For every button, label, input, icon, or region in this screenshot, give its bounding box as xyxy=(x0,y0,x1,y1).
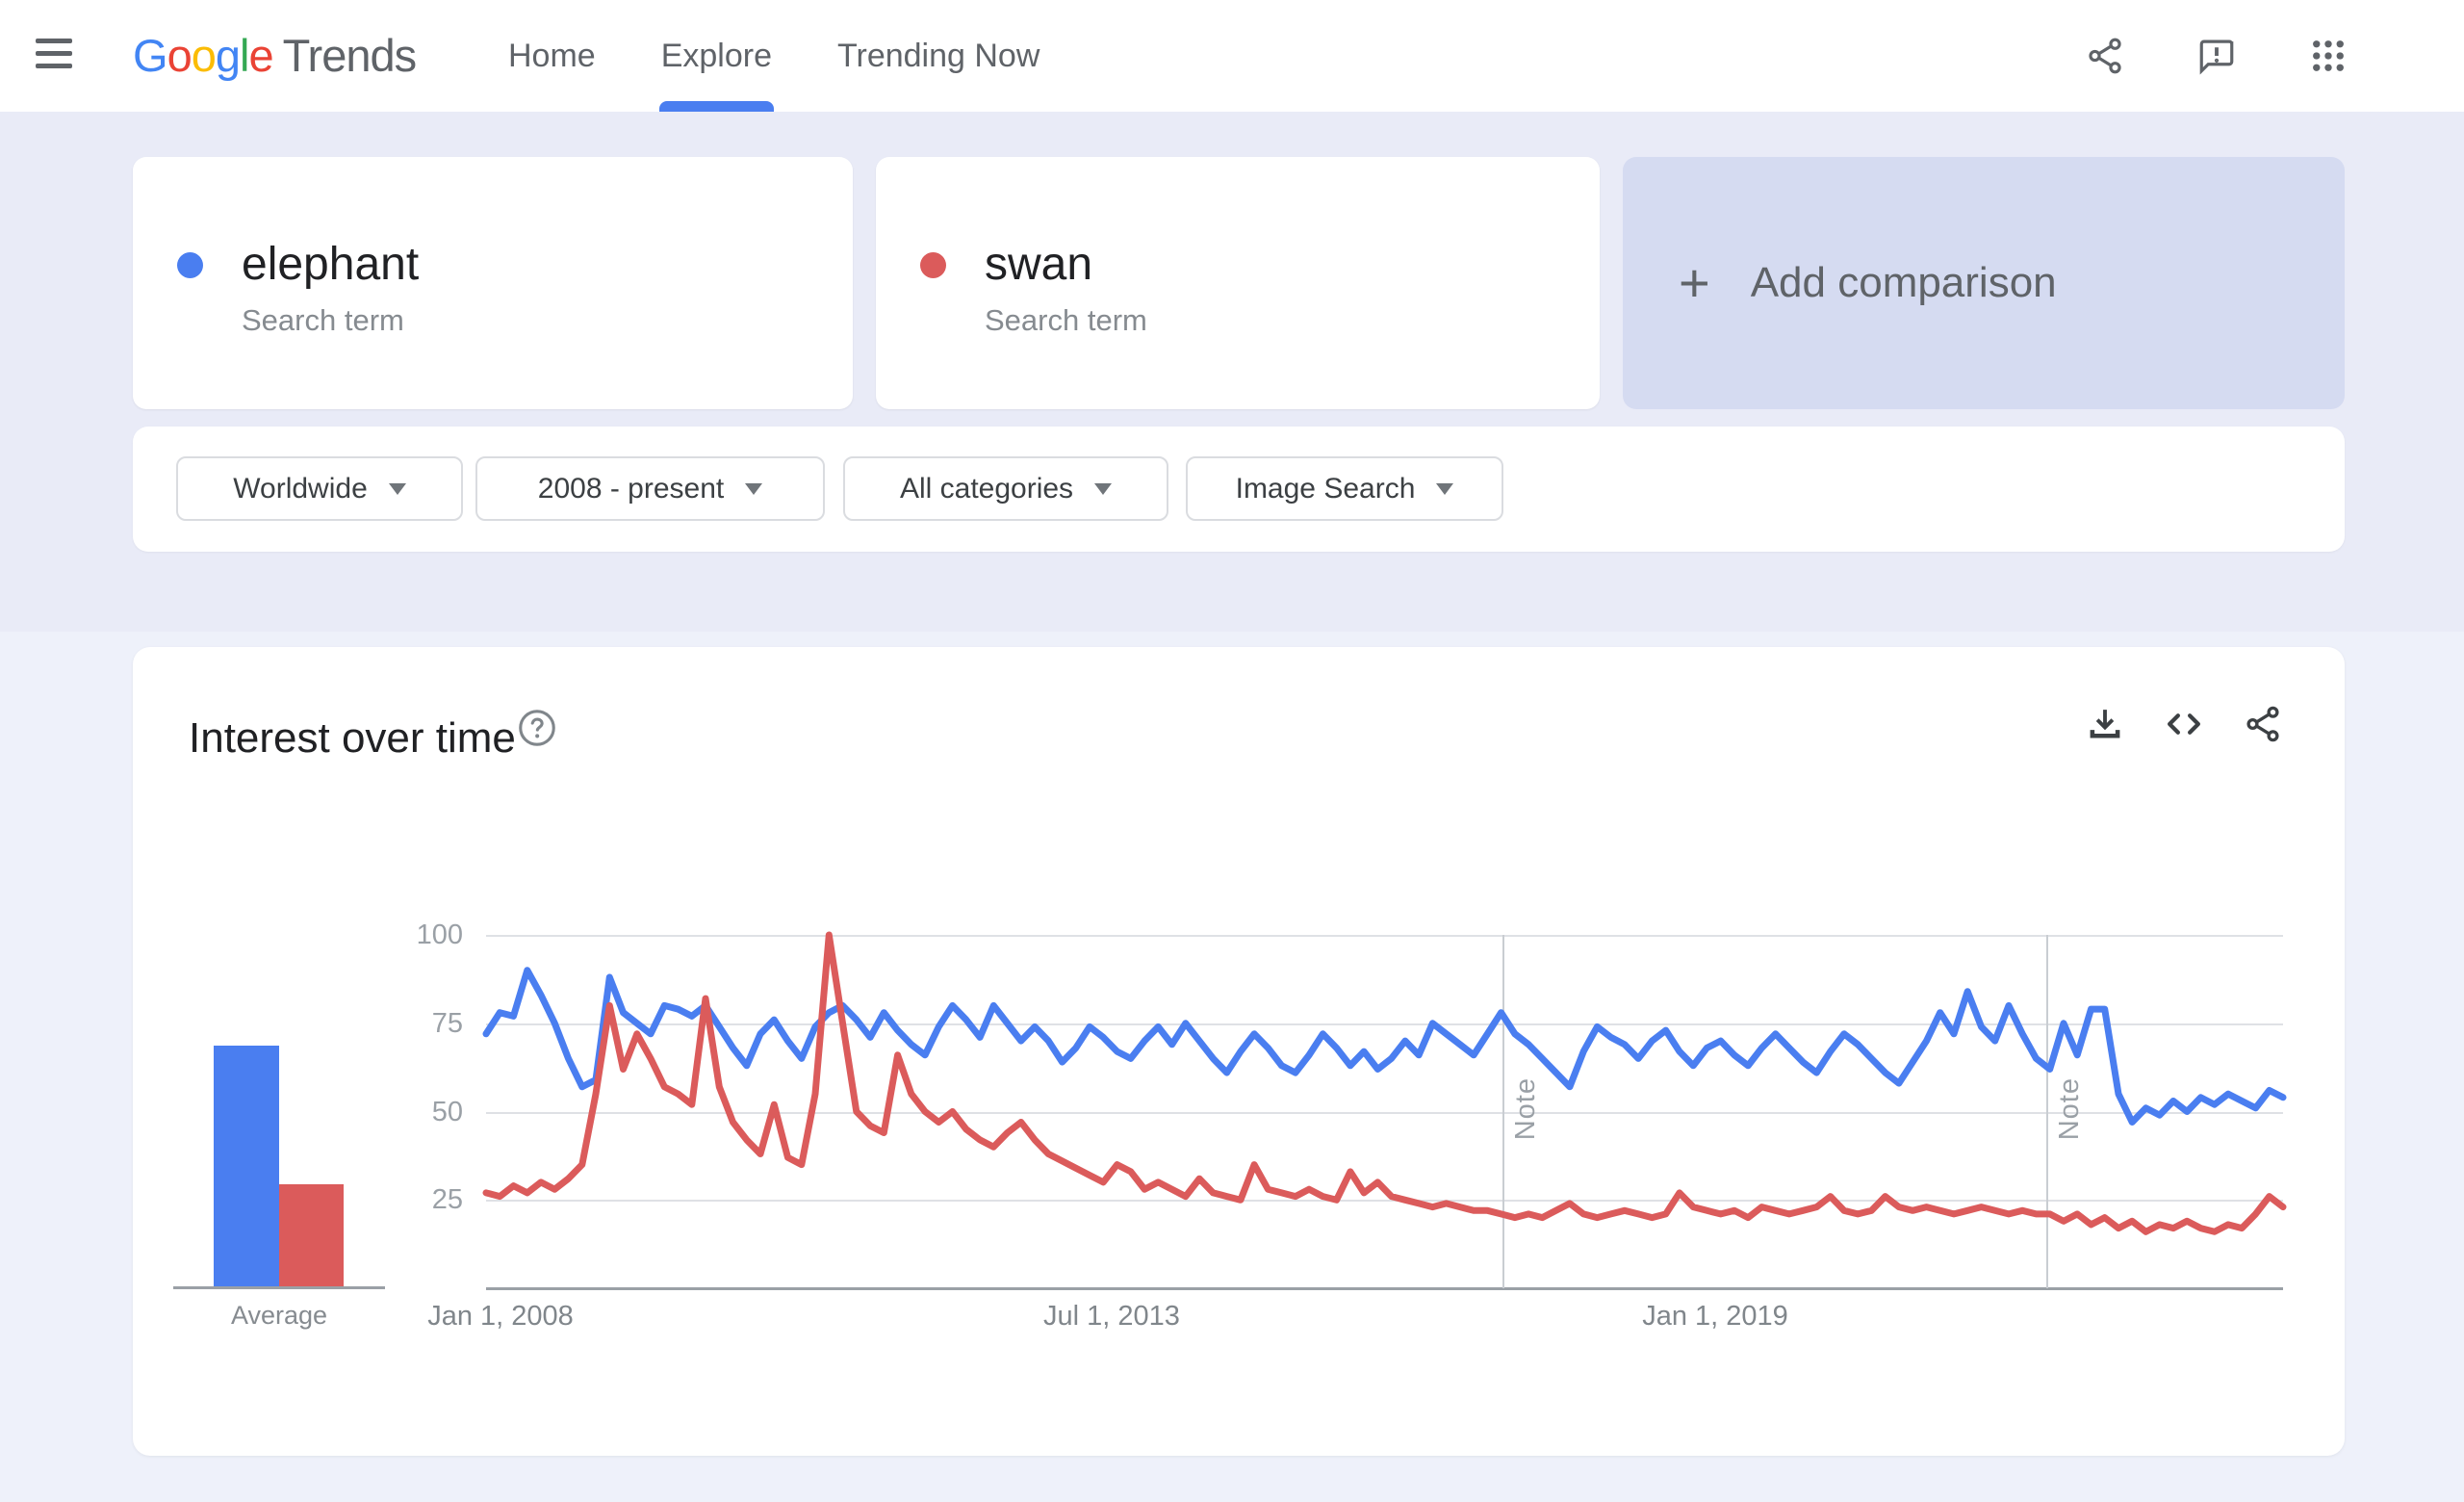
search-term-text: elephant xyxy=(242,239,420,290)
share-icon[interactable] xyxy=(2085,36,2125,76)
gridline-25 xyxy=(486,1200,2283,1202)
chevron-down-icon xyxy=(388,482,406,495)
search-type-filter-dropdown[interactable]: Image Search xyxy=(1186,456,1503,521)
search-term-card-swan[interactable]: swan Search term xyxy=(876,157,1600,409)
comparison-section: elephant Search term swan Search term + … xyxy=(0,112,2464,632)
menu-icon[interactable] xyxy=(36,39,72,71)
google-trends-logo[interactable]: Google Trends xyxy=(133,29,418,82)
add-comparison-button[interactable]: + Add comparison xyxy=(1623,157,2345,409)
top-navbar: Google Trends Home Explore Trending Now xyxy=(0,0,2464,112)
trend-lines-svg xyxy=(482,931,2287,1235)
gridline-50 xyxy=(486,1112,2283,1114)
line-chart-plot-area: Note Note xyxy=(482,931,2287,1290)
geo-filter-dropdown[interactable]: Worldwide xyxy=(176,456,463,521)
x-axis-label: Jan 1, 2008 xyxy=(427,1301,574,1332)
series-color-dot-elephant xyxy=(177,252,203,278)
note-marker-line[interactable] xyxy=(1502,935,1504,1288)
navbar-actions xyxy=(2085,0,2348,112)
series-color-dot-swan xyxy=(920,252,946,278)
search-term-type: Search term xyxy=(242,303,404,337)
note-marker-line[interactable] xyxy=(2046,935,2048,1288)
filter-bar: Worldwide 2008 - present All categories … xyxy=(133,427,2345,552)
average-bar-elephant[interactable] xyxy=(214,1046,279,1286)
y-axis-tick: 100 xyxy=(416,919,463,950)
tab-explore[interactable]: Explore xyxy=(658,0,774,112)
plus-icon: + xyxy=(1679,252,1710,313)
feedback-icon[interactable] xyxy=(2196,36,2237,76)
embed-code-icon[interactable] xyxy=(2164,704,2204,744)
nav-tabs: Home Explore Trending Now xyxy=(508,0,1040,112)
google-logo-text: Google xyxy=(133,30,274,81)
gridline-100 xyxy=(486,935,2283,937)
average-bar-swan[interactable] xyxy=(279,1184,344,1286)
gridline-75 xyxy=(486,1023,2283,1025)
chevron-down-icon xyxy=(1094,482,1113,495)
share-icon[interactable] xyxy=(2243,704,2283,744)
search-term-text: swan xyxy=(985,239,1093,290)
active-tab-underline xyxy=(658,101,774,112)
chart-actions xyxy=(2085,704,2283,744)
google-apps-icon[interactable] xyxy=(2308,36,2348,76)
search-term-card-elephant[interactable]: elephant Search term xyxy=(133,157,853,409)
search-term-type: Search term xyxy=(985,303,1147,337)
tab-home[interactable]: Home xyxy=(508,37,596,74)
download-icon[interactable] xyxy=(2085,704,2125,744)
y-axis-tick: 25 xyxy=(431,1184,463,1215)
x-axis-label: Jul 1, 2013 xyxy=(1043,1301,1180,1332)
y-axis-tick: 75 xyxy=(431,1008,463,1039)
results-section: Interest over time xyxy=(0,632,2464,1502)
x-axis-line xyxy=(486,1287,2283,1290)
time-range-filter-dropdown[interactable]: 2008 - present xyxy=(475,456,825,521)
tab-trending-now[interactable]: Trending Now xyxy=(836,37,1040,74)
x-axis-label: Jan 1, 2019 xyxy=(1642,1301,1788,1332)
chevron-down-icon xyxy=(745,482,763,495)
trend-line-swan xyxy=(482,931,2287,1235)
chevron-down-icon xyxy=(1436,482,1454,495)
chart-title: Interest over time xyxy=(189,714,516,762)
trends-logo-text: Trends xyxy=(282,30,418,81)
help-icon[interactable] xyxy=(516,707,558,749)
category-filter-dropdown[interactable]: All categories xyxy=(843,456,1168,521)
interest-over-time-card: Interest over time xyxy=(133,647,2345,1456)
trend-line-elephant xyxy=(482,967,2287,1126)
average-label: Average xyxy=(230,1301,328,1330)
y-axis-tick: 50 xyxy=(431,1097,463,1127)
average-chart-axis xyxy=(173,1286,385,1289)
